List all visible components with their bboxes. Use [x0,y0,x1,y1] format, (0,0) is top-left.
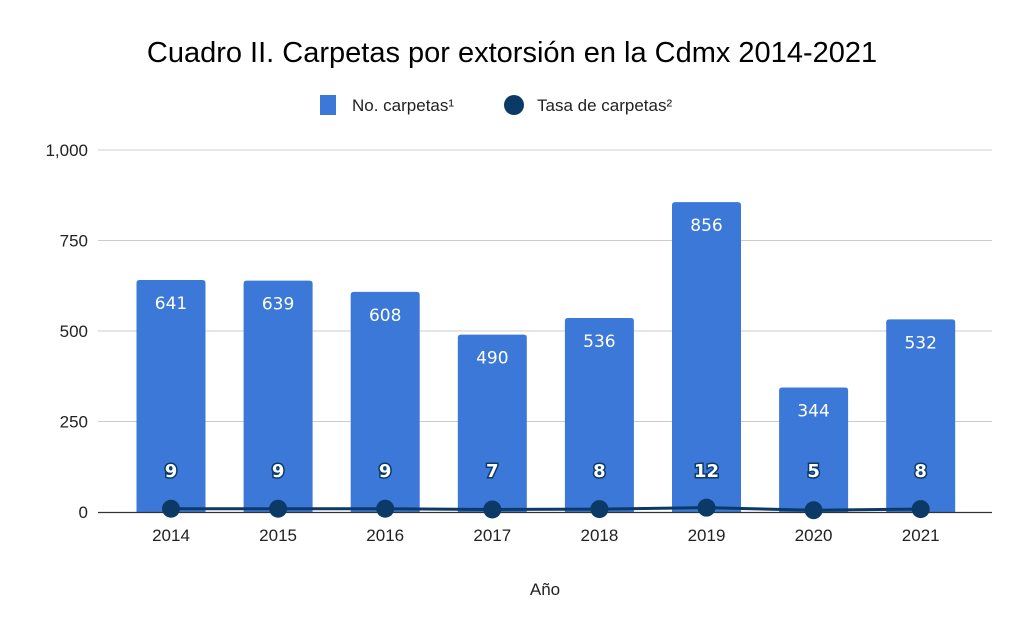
bar [350,291,420,512]
line-point [269,499,288,518]
y-tick-label: 750 [60,232,88,251]
point-data-label: 7 [486,461,499,482]
x-tick-label: 2015 [259,526,297,545]
x-tick-label: 2020 [795,526,833,545]
line-point [162,499,180,518]
bar [886,319,956,512]
bar-data-label: 856 [690,216,722,236]
line-point [376,499,395,518]
gridlines [98,149,992,422]
bar-data-label: 639 [262,295,294,315]
line-point [590,500,609,519]
bar-data-label: 641 [155,294,187,314]
x-tick-label: 2021 [902,526,940,545]
legend-swatch-bar [320,95,336,115]
line-series [162,498,930,520]
bar [457,334,527,512]
x-tick-label: 2017 [473,526,511,545]
line-path [171,506,921,512]
y-tick-label: 500 [60,322,88,341]
legend-label-line: Tasa de carpetas² [537,96,672,115]
bar [779,387,849,512]
legend-swatch-line [504,95,524,115]
bar [243,280,313,512]
point-data-label: 8 [914,461,927,482]
x-tick-label: 2014 [152,526,190,545]
legend-label-bar: No. carpetas¹ [352,96,454,115]
line-point [804,501,823,520]
x-axis-ticks: 2014 2015 2016 2017 2018 2019 2020 2021 [152,526,940,545]
line-point [911,500,930,519]
point-data-label: 8 [593,461,606,482]
point-data-label: 12 [694,461,719,482]
bars [136,202,956,513]
legend: No. carpetas¹ Tasa de carpetas² [320,95,672,115]
line-point [483,500,502,519]
y-axis-ticks: 0 250 500 750 1,000 [45,141,88,522]
bar [136,279,206,512]
point-labels: 9 9 9 7 8 12 5 8 [163,460,928,484]
x-tick-label: 2018 [580,526,618,545]
point-data-label: 9 [272,461,285,482]
point-data-label: 9 [165,461,178,482]
bar-data-label: 536 [583,332,615,352]
bar-data-label: 532 [904,333,936,353]
point-data-label: 5 [807,461,820,482]
bar-data-label: 344 [797,401,829,421]
x-tick-label: 2016 [366,526,404,545]
y-tick-label: 1,000 [45,141,88,160]
bar-labels: 641 639 608 490 536 856 344 532 [155,216,937,421]
x-axis-title: Año [530,580,560,599]
bar-data-label: 490 [476,349,508,369]
y-tick-label: 250 [60,413,88,432]
bar [672,202,741,513]
x-tick-label: 2019 [688,526,726,545]
chart-title: Cuadro II. Carpetas por extorsión en la … [147,37,877,69]
bar-data-label: 608 [369,306,401,326]
bar [564,317,634,512]
line-point [697,498,716,517]
y-tick-label: 0 [79,503,88,522]
point-data-label: 9 [379,461,392,482]
